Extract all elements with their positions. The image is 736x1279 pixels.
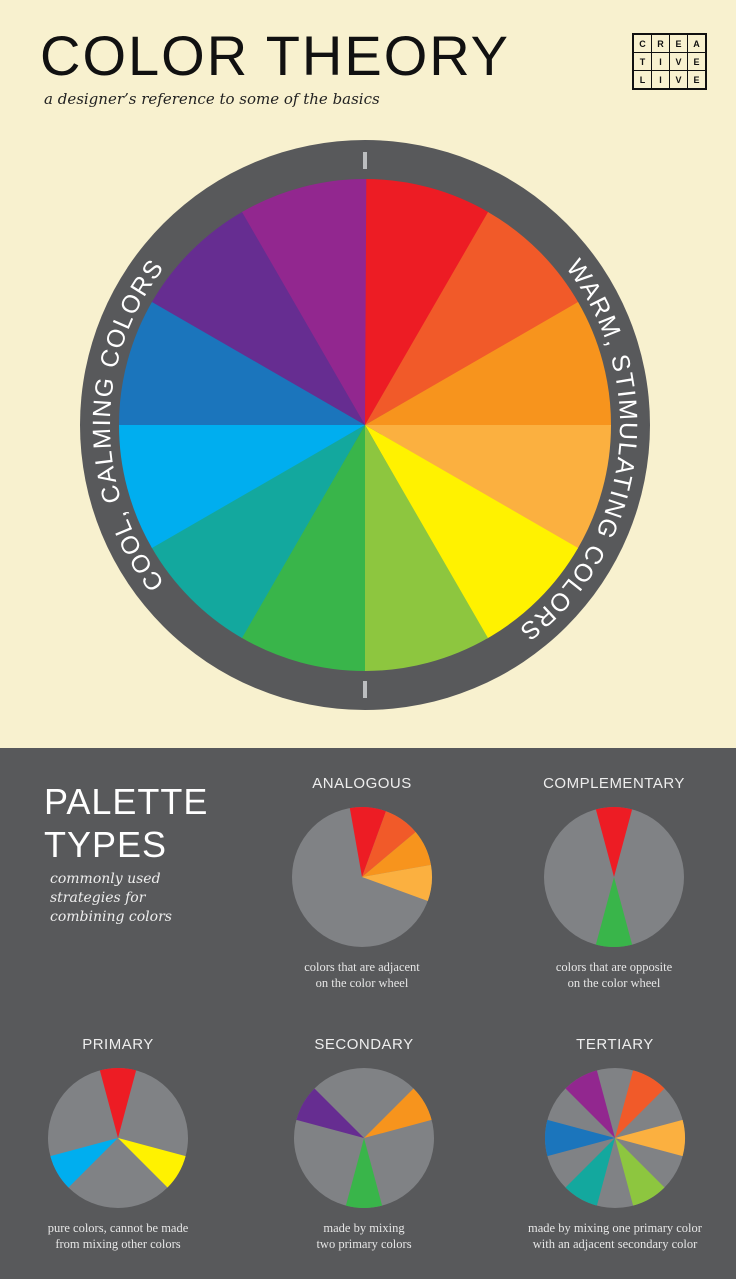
palette-title: SECONDARY: [314, 1036, 414, 1053]
description-line: from mixing other colors: [55, 1237, 181, 1251]
logo-letter: T: [634, 53, 651, 70]
logo-letter: E: [688, 71, 705, 88]
page-subtitle: a designer’s reference to some of the ba…: [44, 90, 380, 108]
logo-letter: I: [652, 71, 669, 88]
logo-letter: L: [634, 71, 651, 88]
heading-line: PALETTE: [44, 781, 209, 822]
wheel-segment-green: [240, 425, 365, 671]
palette-description: colors that are opposite on the color whe…: [484, 959, 736, 991]
logo-letter: I: [652, 53, 669, 70]
palette-title: ANALOGOUS: [312, 775, 412, 792]
description-line: on the color wheel: [315, 976, 409, 990]
palette-title: PRIMARY: [82, 1036, 154, 1053]
description-line: with an adjacent secondary color: [532, 1237, 698, 1251]
heading-line: TYPES: [44, 824, 168, 865]
logo-letter: E: [688, 53, 705, 70]
wheel-segment-red-violet: [242, 179, 367, 425]
logo-letter: A: [688, 35, 705, 52]
description-line: two primary colors: [316, 1237, 412, 1251]
wheel-segment-blue: [119, 423, 365, 548]
description-line: pure colors, cannot be made: [47, 1221, 189, 1235]
wheel-segment-blue-green: [151, 425, 365, 639]
description-line: made by mixing: [323, 1221, 405, 1235]
wheel-segment-yellow: [365, 425, 579, 639]
wheel-segment-red: [365, 179, 490, 425]
description-line: on the color wheel: [567, 976, 661, 990]
description-line: colors that are adjacent: [304, 960, 420, 974]
palette-types-heading: PALETTE TYPES: [44, 780, 208, 866]
description-line: colors that are opposite: [555, 960, 673, 974]
color-wheel: COOL, CALMING COLORS WARM, STIMULATING C…: [80, 140, 650, 710]
logo-letter: V: [670, 71, 687, 88]
wheel-segment-orange: [365, 302, 611, 427]
palette-types-intro: commonly used strategies for combining c…: [50, 870, 172, 927]
logo-letter: E: [670, 35, 687, 52]
palette-description: made by mixing one primary color with an …: [485, 1220, 736, 1252]
intro-line: strategies for: [50, 890, 146, 906]
bottom-tick: [363, 681, 367, 698]
logo-letter: V: [670, 53, 687, 70]
logo-letter: R: [652, 35, 669, 52]
palette-title: TERTIARY: [576, 1036, 654, 1053]
top-tick: [363, 152, 367, 169]
palette-title: COMPLEMENTARY: [543, 775, 685, 792]
logo-letter: C: [634, 35, 651, 52]
wheel-segment-yellow-green: [363, 425, 488, 671]
palette-description: made by mixing two primary colors: [234, 1220, 494, 1252]
description-line: made by mixing one primary color: [528, 1221, 702, 1235]
page-title: COLOR THEORY: [40, 24, 511, 87]
wheel-segment-violet: [151, 211, 365, 425]
wheel-segment-red-orange: [365, 211, 579, 425]
wheel-segment-blue-violet: [119, 300, 365, 425]
palette-description: colors that are adjacent on the color whe…: [232, 959, 492, 991]
intro-line: combining colors: [50, 909, 172, 925]
intro-line: commonly used: [50, 871, 161, 887]
palette-description: pure colors, cannot be made from mixing o…: [0, 1220, 248, 1252]
wheel-segment-yellow-orange: [365, 425, 611, 550]
